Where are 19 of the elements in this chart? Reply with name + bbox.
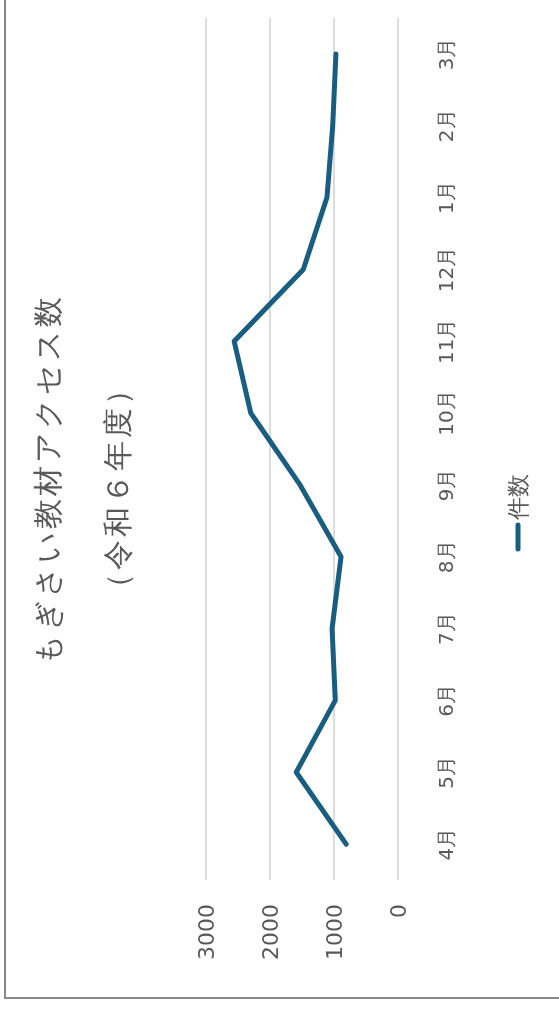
y-tick-label: 9月 [434, 468, 458, 502]
y-tick-label: 2月 [434, 109, 458, 143]
x-tick-label: 0 [386, 904, 411, 918]
y-tick-label: 8月 [434, 540, 458, 574]
y-tick-label: 6月 [434, 684, 458, 717]
y-tick-label: 12月 [434, 246, 458, 293]
y-tick-label: 4月 [434, 827, 458, 861]
x-tick-label: 2000 [258, 904, 283, 960]
y-tick-label: 11月 [434, 318, 458, 364]
text: もぎさい教材アクセス数 [30, 293, 65, 665]
y-tick-label: 1月 [434, 181, 458, 214]
text: 件数 [505, 474, 531, 520]
x-tick-label: 1000 [322, 904, 347, 960]
y-tick-label: 7月 [434, 612, 458, 645]
y-tick-label: 10月 [434, 390, 458, 436]
x-tick-label: 3000 [194, 904, 219, 960]
y-tick-label: 3月 [434, 37, 458, 71]
text: （令和６年度） [100, 371, 135, 603]
y-tick-label: 5月 [434, 755, 458, 789]
